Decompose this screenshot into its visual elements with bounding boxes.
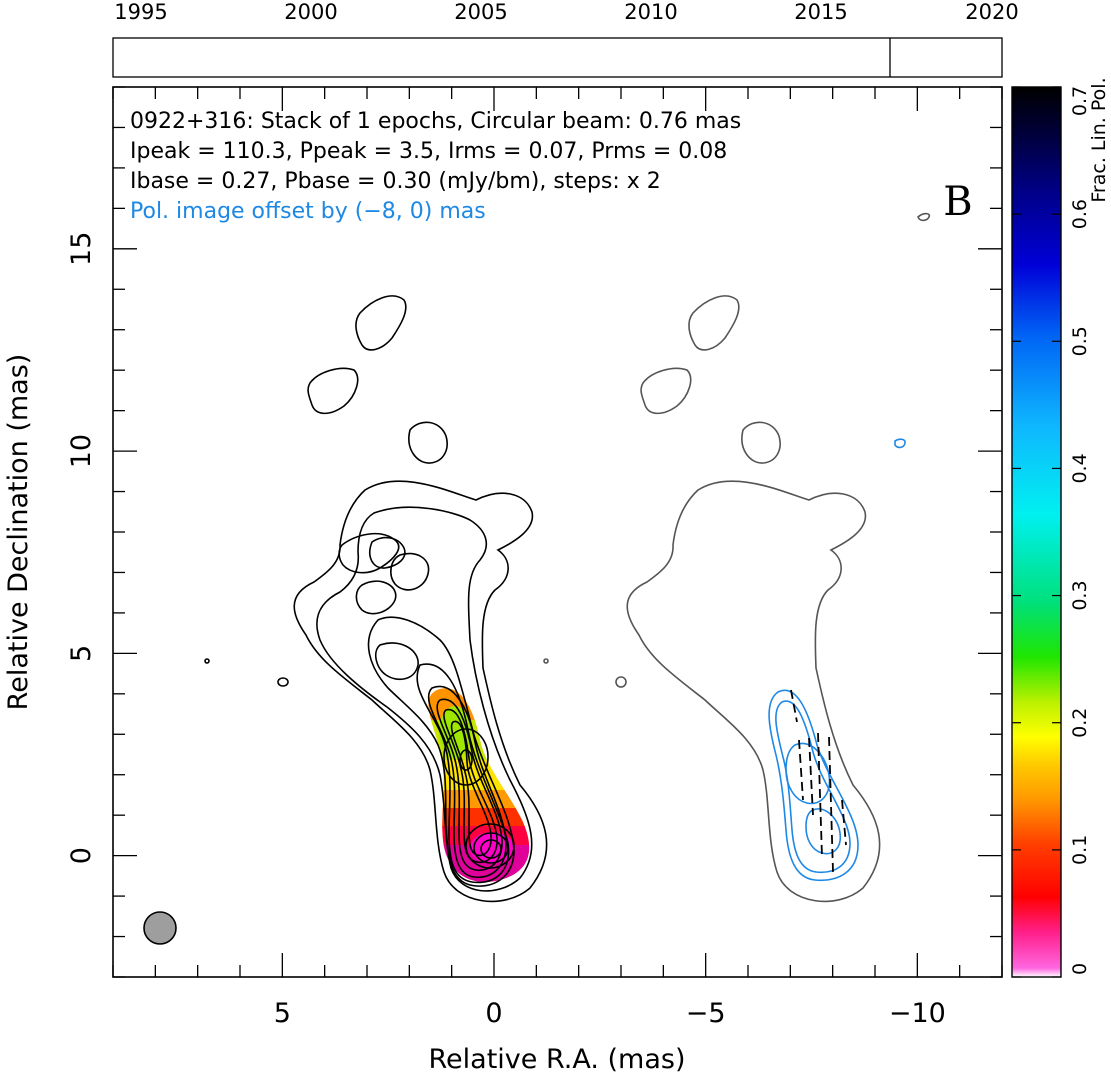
timeline-box [112, 37, 1003, 78]
epoch-timeline: 1995 2000 2005 2010 2015 2020 [112, 0, 1019, 78]
x-tick-label: −10 [889, 998, 946, 1029]
header-line-2: Ipeak = 110.3, Ppeak = 3.5, Irms = 0.07,… [130, 139, 727, 164]
plot-contents [143, 212, 931, 945]
intensity-contours [204, 295, 548, 903]
colorbar-frame [1011, 86, 1062, 978]
x-tick-label: 5 [274, 998, 291, 1029]
x-axis-label: Relative R.A. (mas) [429, 1044, 686, 1075]
colorbar-ticks [1012, 86, 1061, 978]
header-line-4: Pol. image offset by (−8, 0) mas [130, 199, 486, 224]
timeline-year-label: 2010 [624, 0, 677, 24]
x-tick-label: −5 [686, 998, 726, 1029]
panel-letter: B [943, 179, 972, 225]
y-tick-label: 5 [66, 645, 97, 662]
timeline-year-label: 2015 [794, 0, 847, 24]
colorbar-tick-label: 0.4 [1069, 453, 1091, 483]
colorbar-tick-label: 0.1 [1069, 835, 1091, 865]
colorbar-tick-label: 0.6 [1069, 199, 1091, 229]
plot-frame [112, 86, 1003, 978]
y-axis-label: Relative Declination (mas) [3, 354, 34, 711]
colorbar: 0 0.1 0.2 0.3 0.4 0.5 0.6 0.7 Frac. Lin. Pol. [1011, 77, 1110, 978]
offset-intensity-contours [543, 212, 931, 903]
pol-intensity-contours [768, 438, 906, 882]
y-ticks [113, 86, 1002, 978]
x-tick-labels: 5 0 −5 −10 [274, 998, 946, 1029]
colorbar-label: Frac. Lin. Pol. [1088, 77, 1110, 202]
colorbar-tick-labels: 0 0.1 0.2 0.3 0.4 0.5 0.6 0.7 [1069, 86, 1091, 975]
timeline-year-label: 2020 [965, 0, 1018, 24]
timeline-year-label: 1995 [114, 0, 167, 24]
timeline-year-label: 2000 [284, 0, 337, 24]
x-ticks [112, 87, 1003, 977]
restoring-beam [143, 911, 177, 945]
colorbar-gradient [1012, 87, 1061, 977]
header-line-1: 0922+316: Stack of 1 epochs, Circular be… [130, 109, 741, 134]
header-annotation: 0922+316: Stack of 1 epochs, Circular be… [130, 109, 973, 225]
colorbar-tick-label: 0.2 [1069, 708, 1091, 738]
y-tick-label: 10 [66, 434, 97, 468]
colorbar-tick-label: 0.7 [1069, 86, 1091, 116]
colorbar-tick-label: 0.3 [1069, 580, 1091, 610]
evpa-vectors [790, 689, 847, 873]
colorbar-tick-label: 0 [1069, 963, 1091, 975]
y-tick-label: 15 [66, 232, 97, 266]
header-line-3: Ibase = 0.27, Pbase = 0.30 (mJy/bm), ste… [130, 169, 661, 194]
y-tick-label: 0 [66, 847, 97, 864]
colorbar-tick-label: 0.5 [1069, 326, 1091, 356]
timeline-year-label: 2005 [454, 0, 507, 24]
y-tick-labels: 0 5 10 15 [66, 232, 97, 865]
x-tick-label: 0 [485, 998, 502, 1029]
